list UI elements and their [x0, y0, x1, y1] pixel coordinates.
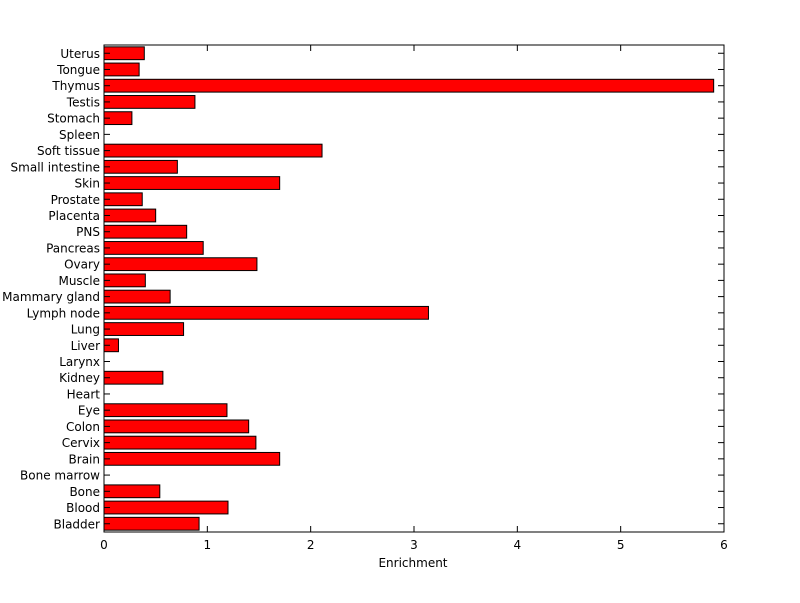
y-tick-label-bone-marrow: Bone marrow	[20, 469, 100, 483]
y-tick-label-small-intestine: Small intestine	[11, 160, 100, 174]
x-tick-label-3: 3	[410, 538, 418, 552]
bar-cervix	[103, 435, 257, 450]
bar-pns	[103, 224, 188, 239]
y-tick-label-colon: Colon	[66, 420, 100, 434]
x-tick-label-5: 5	[617, 538, 625, 552]
y-tick-label-kidney: Kidney	[59, 371, 100, 385]
y-tick-label-pns: PNS	[76, 225, 100, 239]
y-tick-label-spleen: Spleen	[59, 128, 100, 142]
y-tick-label-placenta: Placenta	[48, 209, 100, 223]
y-tick-label-ovary: Ovary	[64, 258, 100, 272]
bar-soft-tissue	[103, 143, 323, 158]
bar-colon	[103, 419, 250, 434]
bar-ovary	[103, 257, 258, 272]
x-tick-label-0: 0	[100, 538, 108, 552]
y-tick-label-soft-tissue: Soft tissue	[37, 144, 100, 158]
bar-mammary-gland	[103, 289, 171, 304]
y-tick-label-lung: Lung	[71, 323, 100, 337]
y-tick-label-larynx: Larynx	[59, 355, 100, 369]
y-tick-label-muscle: Muscle	[58, 274, 100, 288]
bar-skin	[103, 176, 281, 190]
bar-uterus	[103, 46, 145, 61]
y-tick-label-pancreas: Pancreas	[46, 241, 100, 255]
y-tick-label-thymus: Thymus	[51, 79, 100, 93]
y-tick-label-uterus: Uterus	[60, 47, 100, 61]
x-tick-label-1: 1	[204, 538, 212, 552]
x-axis-label: Enrichment	[378, 556, 447, 570]
y-tick-label-bone: Bone	[69, 485, 100, 499]
y-tick-label-blood: Blood	[66, 501, 100, 515]
bar-testis	[103, 95, 196, 109]
bar-blood	[103, 500, 229, 515]
y-axis-ticks: Bladder Blood Bone Bone marrow Brain Cervix Co…	[2, 47, 724, 531]
bar-brain	[103, 451, 281, 466]
bar-eye	[103, 403, 228, 418]
x-axis-ticks: 0 1 2 3 4 5 6	[100, 45, 728, 552]
y-tick-label-bladder: Bladder	[54, 517, 101, 531]
y-tick-label-lymph-node: Lymph node	[27, 306, 100, 320]
bar-kidney	[103, 370, 164, 385]
y-tick-label-brain: Brain	[69, 452, 100, 466]
y-tick-label-liver: Liver	[71, 339, 101, 353]
bar-muscle	[103, 273, 146, 288]
bar-placenta	[103, 208, 157, 223]
y-tick-label-cervix: Cervix	[62, 436, 100, 450]
y-tick-label-eye: Eye	[78, 404, 100, 418]
bar-lymph-node	[103, 305, 429, 320]
bar-pancreas	[103, 241, 204, 255]
bar-small-intestine	[103, 159, 178, 174]
bar-bone	[103, 484, 161, 499]
y-tick-label-heart: Heart	[67, 387, 101, 401]
y-tick-label-mammary-gland: Mammary gland	[2, 290, 100, 304]
y-tick-label-stomach: Stomach	[47, 112, 100, 126]
y-tick-label-testis: Testis	[66, 95, 100, 109]
bar-bladder	[103, 516, 200, 531]
x-tick-label-4: 4	[514, 538, 522, 552]
plot-area-frame	[103, 44, 725, 533]
bar-thymus	[103, 78, 715, 93]
x-tick-label-6: 6	[720, 538, 728, 552]
y-tick-label-tongue: Tongue	[56, 63, 100, 77]
bar-lung	[103, 322, 185, 336]
y-tick-label-skin: Skin	[74, 177, 100, 191]
y-tick-label-prostate: Prostate	[51, 193, 100, 207]
x-tick-label-2: 2	[307, 538, 315, 552]
